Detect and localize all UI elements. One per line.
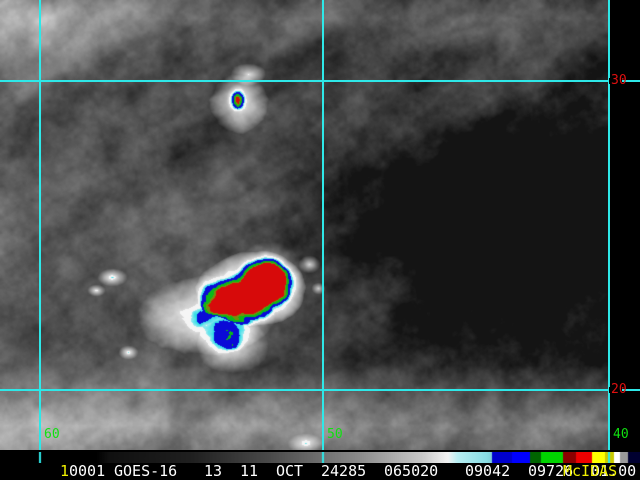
annotation-field-1: 0001 (69, 462, 106, 480)
latitude-label-30: 30 (611, 73, 627, 88)
longitude-label-60: 60 (44, 427, 60, 442)
latitude-tick-20 (622, 389, 640, 391)
latitude-label-20: 20 (611, 382, 627, 397)
annotation-field-3: 13 (204, 462, 223, 480)
satellite-image-area[interactable] (0, 0, 609, 450)
mcidas-annotation-line: 1 0001 GOES-16 13 11 OCT 24285 065020 09042 09726… (0, 463, 640, 480)
annotation-field-8: 09042 (465, 462, 511, 480)
enhancement-colorbar (0, 452, 640, 463)
enhancement-colorbar-canvas (0, 452, 640, 463)
longitude-label-40: 40 (613, 427, 629, 442)
annotation-field-5: OCT (276, 462, 304, 480)
annotation-field-11: McIDAS (563, 462, 618, 480)
annotation-field-7: 065020 (384, 462, 439, 480)
annotation-field-10: 01.00 (591, 462, 637, 480)
annotation-field-4: 11 (240, 462, 259, 480)
longitude-label-50: 50 (327, 427, 343, 442)
annotation-field-0: 1 (60, 462, 70, 480)
annotation-field-6: 24285 (321, 462, 367, 480)
annotation-field-9: 09726 (528, 462, 574, 480)
satellite-image-canvas (0, 0, 609, 450)
annotation-field-2: GOES-16 (114, 462, 178, 480)
latitude-tick-30 (622, 80, 640, 82)
